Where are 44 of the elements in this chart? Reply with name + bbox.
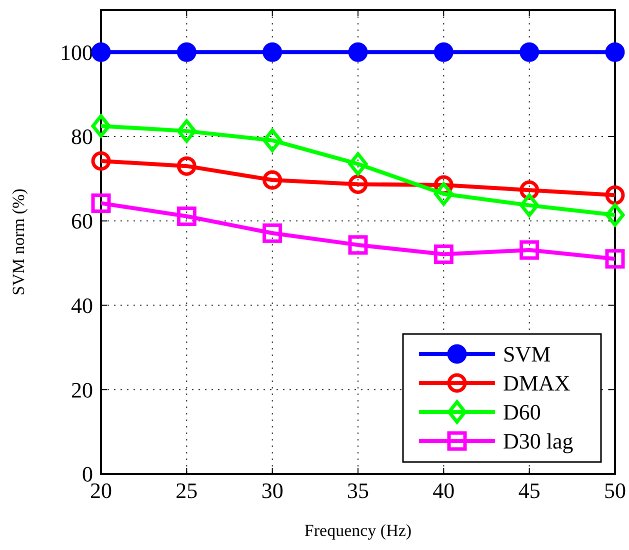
x-tick-label: 50 — [604, 478, 626, 503]
point — [91, 151, 111, 171]
point — [520, 42, 540, 62]
y-tick-label: 20 — [71, 377, 93, 402]
point — [176, 156, 196, 176]
point — [176, 42, 196, 62]
y-tick-label: 60 — [71, 208, 93, 234]
legend-label: DMAX — [503, 370, 570, 396]
point — [520, 240, 540, 260]
y-tick-label: 40 — [71, 292, 93, 318]
point — [91, 193, 111, 213]
point — [262, 42, 282, 62]
point — [262, 170, 282, 190]
point — [605, 249, 625, 269]
x-axis-title: Frequency (Hz) — [304, 521, 412, 540]
legend-label: SVM — [503, 342, 551, 367]
point — [605, 42, 625, 62]
y-tick-label: 0 — [82, 462, 93, 487]
y-tick-label: 100 — [60, 40, 93, 65]
point — [91, 42, 111, 62]
point — [348, 152, 368, 176]
y-tick-label: 80 — [71, 124, 93, 150]
x-tick-label: 35 — [347, 478, 369, 503]
point — [262, 223, 282, 243]
legend-label: D60 — [503, 400, 541, 425]
point — [176, 206, 196, 226]
point — [520, 194, 540, 218]
point — [348, 42, 368, 62]
point — [605, 185, 625, 205]
point — [434, 244, 454, 264]
point — [262, 128, 282, 152]
point — [605, 203, 625, 227]
point — [348, 235, 368, 255]
point — [434, 42, 454, 62]
x-tick-label: 25 — [176, 478, 198, 503]
legend-label: D30 lag — [503, 428, 574, 454]
point — [434, 182, 454, 206]
y-axis-title: SVM norm (%) — [9, 188, 28, 296]
x-tick-label: 30 — [261, 478, 284, 503]
point — [176, 119, 196, 143]
point — [348, 174, 368, 194]
x-tick-label: 40 — [432, 478, 455, 503]
point — [91, 114, 111, 138]
x-tick-label: 45 — [518, 478, 540, 503]
